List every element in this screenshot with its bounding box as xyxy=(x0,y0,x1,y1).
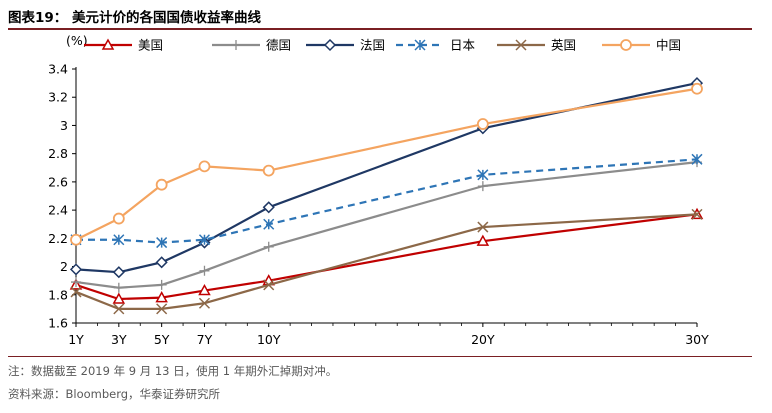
legend-label: 日本 xyxy=(450,38,476,53)
legend-item-中国: 中国 xyxy=(602,38,681,53)
data-point xyxy=(155,178,168,191)
footnote: 注：数据截至 2019 年 9 月 13 日，使用 1 年期外汇掉期对冲。 xyxy=(8,364,338,378)
legend-label: 德国 xyxy=(266,38,291,53)
x-tick-label: 7Y xyxy=(197,332,213,347)
data-point xyxy=(262,201,275,214)
axes: 1.6 1.8 2 2.2 2.4 2.6 2.8 3 3.2 3.4 1Y 3Y 5Y 7Y 10Y 20Y… xyxy=(48,62,709,348)
series-中国 xyxy=(70,82,703,246)
data-point xyxy=(112,212,125,225)
x-tick-label: 1Y xyxy=(68,332,84,347)
data-point xyxy=(112,266,125,279)
legend-label: 中国 xyxy=(656,38,681,53)
y-tick-label: 1.8 xyxy=(48,287,68,302)
series-layer xyxy=(69,77,704,315)
y-tick-label: 2.4 xyxy=(48,203,68,218)
data-point xyxy=(156,237,168,249)
data-point xyxy=(155,291,168,303)
series-line xyxy=(75,82,698,274)
y-tick-label: 3.2 xyxy=(48,90,68,105)
data-point xyxy=(156,303,168,315)
data-point xyxy=(691,153,703,165)
legend-item-法国: 法国 xyxy=(306,38,385,53)
x-tick-label: 10Y xyxy=(257,332,281,347)
data-point xyxy=(113,282,124,293)
title-divider xyxy=(8,28,752,30)
data-point xyxy=(70,233,82,246)
data-point xyxy=(113,303,125,315)
y-tick-label: 3 xyxy=(60,118,68,133)
data-point xyxy=(198,234,211,246)
data-point xyxy=(71,277,81,288)
data-point xyxy=(70,286,82,298)
legend: 美国 德国 法国 日本 英国 中国 xyxy=(84,38,681,53)
series-日本 xyxy=(70,153,703,249)
y-tick-label: 3.4 xyxy=(48,62,68,77)
chart-title: 图表19： 美元计价的各国国债收益率曲线 xyxy=(8,10,261,26)
legend-swatch-marker xyxy=(414,39,426,51)
data-point xyxy=(691,208,703,220)
legend-item-德国: 德国 xyxy=(212,38,291,53)
data-point xyxy=(112,292,126,304)
data-point xyxy=(263,279,275,291)
data-point xyxy=(198,297,211,309)
y-axis-unit-label: (%) xyxy=(66,33,88,48)
legend-swatch-marker xyxy=(101,38,115,50)
x-tick-label: 5Y xyxy=(154,332,170,347)
data-point xyxy=(69,263,83,276)
data-point xyxy=(476,234,490,246)
x-tick-label: 30Y xyxy=(685,332,709,347)
y-tick-label: 2.2 xyxy=(48,231,68,246)
legend-swatch-marker xyxy=(515,39,527,51)
series-line xyxy=(75,213,698,310)
yield-curve-chart: (%) 美国 德国 法国 日本 英国 中国 1.6 1.8 2 2.2 2.4 2.6 2.8 3 3.2… xyxy=(48,33,709,348)
legend-label: 法国 xyxy=(360,38,385,53)
series-英国 xyxy=(70,208,703,315)
data-point xyxy=(199,265,210,276)
data-point xyxy=(477,221,489,233)
data-point xyxy=(198,284,211,296)
data-point xyxy=(198,160,211,173)
y-tick-label: 1.6 xyxy=(48,316,68,331)
data-point xyxy=(155,256,168,269)
data-point xyxy=(113,234,125,246)
data-point xyxy=(477,181,488,192)
y-tick-label: 2.6 xyxy=(48,174,68,189)
legend-label: 美国 xyxy=(138,38,163,53)
data-point xyxy=(476,118,489,130)
series-line xyxy=(75,213,698,301)
legend-item-日本: 日本 xyxy=(396,38,476,53)
data-point xyxy=(691,82,703,95)
series-德国 xyxy=(71,157,702,293)
data-point xyxy=(477,169,489,181)
legend-swatch-marker xyxy=(620,39,632,51)
legend-swatch-marker xyxy=(323,38,337,52)
legend-item-英国: 英国 xyxy=(497,38,576,53)
series-美国 xyxy=(69,207,704,304)
legend-label: 英国 xyxy=(551,38,576,53)
source-note: 资料来源：Bloomberg，华泰证券研究所 xyxy=(8,387,221,401)
legend-swatch-marker xyxy=(231,40,241,50)
data-point xyxy=(156,279,167,290)
y-tick-label: 2 xyxy=(60,259,68,274)
x-tick-label: 20Y xyxy=(471,332,495,347)
legend-item-美国: 美国 xyxy=(84,38,163,53)
data-point xyxy=(263,218,275,230)
data-point xyxy=(262,164,275,177)
data-point xyxy=(263,241,274,252)
x-tick-label: 3Y xyxy=(111,332,127,347)
footer-divider xyxy=(8,356,752,357)
y-tick-label: 2.8 xyxy=(48,146,68,161)
